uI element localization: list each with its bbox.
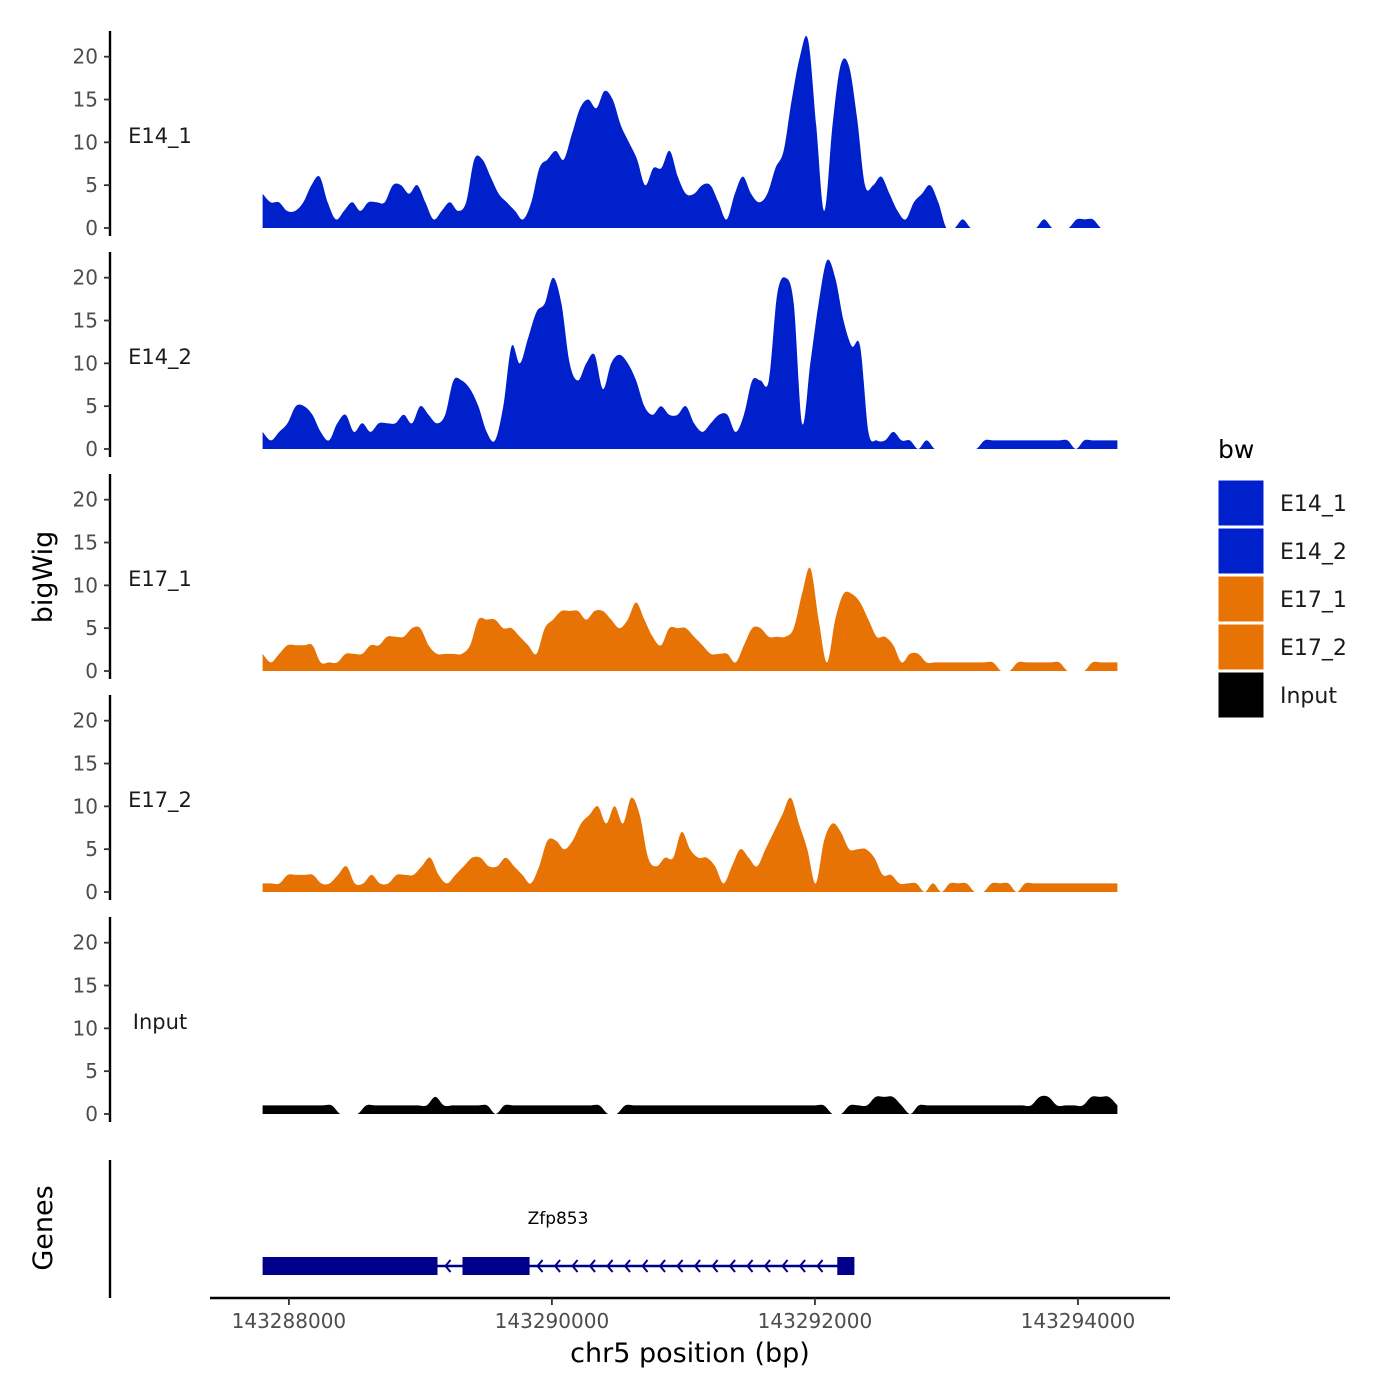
legend-item-Input: Input [1217,671,1337,719]
legend-title: bw [1218,435,1254,464]
x-tick-label: 143290000 [495,1309,610,1333]
track-Input: 0 5 10 15 20 Input [73,917,1118,1126]
legend-label: E17_2 [1280,636,1347,661]
track-E17_2: 0 5 10 15 20 E17_2 [73,695,1118,904]
strand-arrow [781,1259,789,1273]
strand-arrow [658,1259,666,1273]
x-axis-title: chr5 position (bp) [570,1338,810,1369]
strand-arrow [693,1259,701,1273]
x-tick-label: 143294000 [1021,1309,1136,1333]
x-tick-label: 143292000 [758,1309,873,1333]
y-tick-label: 5 [85,616,98,640]
track-E17_1: 0 5 10 15 20 E17_1 [73,474,1118,683]
legend: bw E14_1 E14_2 E17_1 E17_2 Input [1217,435,1347,719]
gene-track: Zfp853 [108,1160,855,1298]
track-label: E14_2 [128,345,192,370]
y-tick-label: 0 [85,880,98,904]
y-tick-label: 10 [73,130,98,154]
y-tick-label: 15 [73,309,98,333]
strand-arrow [746,1259,754,1273]
strand-arrow [588,1259,596,1273]
strand-arrow [553,1259,561,1273]
y-tick-label: 5 [85,394,98,418]
legend-label: E14_2 [1280,540,1347,565]
legend-swatch [1217,623,1265,671]
genes-axis-title: Genes [28,1185,59,1270]
signal-tracks: 05101520E14_105101520E14_205101520E17_10… [73,31,1118,1126]
y-tick-label: 10 [73,794,98,818]
y-tick-label: 15 [73,752,98,776]
y-tick-label: 15 [73,974,98,998]
track-label: E14_1 [128,124,192,149]
y-tick-label: 20 [73,488,98,512]
strand-arrow [816,1259,824,1273]
strand-arrow [623,1259,631,1273]
y-tick-label: 0 [85,659,98,683]
y-tick-label: 20 [73,45,98,69]
gene-exon [837,1257,855,1275]
strand-arrow [536,1259,544,1273]
y-tick-label: 5 [85,837,98,861]
x-axis: 143288000 143290000 143292000 143294000 [210,1296,1170,1333]
y-tick-label: 0 [85,216,98,240]
gene-exon [262,1257,438,1275]
y-tick-label: 20 [73,709,98,733]
gene-name-label: Zfp853 [528,1209,589,1229]
signal-area-E14_2 [262,259,1118,449]
signal-area-E17_1 [262,567,1118,671]
legend-item-E14_2: E14_2 [1217,527,1347,575]
legend-label: E14_1 [1280,492,1347,517]
legend-item-E14_1: E14_1 [1217,479,1347,527]
y-tick-label: 5 [85,173,98,197]
y-tick-label: 15 [73,88,98,112]
signal-area-Input [262,1095,1118,1114]
strand-arrow [606,1259,614,1273]
strand-arrow [676,1259,684,1273]
track-label: Input [133,1010,187,1034]
strand-arrow [571,1259,579,1273]
x-tick-label: 143288000 [232,1309,347,1333]
legend-swatch [1217,575,1265,623]
track-E14_2: 0 5 10 15 20 E14_2 [73,252,1118,461]
legend-label: E17_1 [1280,588,1347,613]
y-tick-label: 10 [73,573,98,597]
y-tick-label: 10 [73,351,98,375]
track-E14_1: 0 5 10 15 20 E14_1 [73,31,1118,240]
signal-area-E14_1 [262,35,1118,228]
strand-arrow [641,1259,649,1273]
strand-arrow [444,1259,452,1273]
legend-swatch [1217,671,1265,719]
y-tick-label: 0 [85,437,98,461]
y-axis-title: bigWig [28,531,59,624]
legend-item-E17_2: E17_2 [1217,623,1347,671]
y-tick-label: 15 [73,531,98,555]
strand-arrow [728,1259,736,1273]
y-tick-label: 0 [85,1102,98,1126]
signal-area-E17_2 [262,797,1118,892]
legend-label: Input [1280,684,1337,709]
track-label: E17_2 [128,788,192,813]
y-tick-label: 5 [85,1059,98,1083]
legend-swatch [1217,479,1265,527]
gene-exon [462,1257,530,1275]
y-tick-label: 10 [73,1016,98,1040]
strand-arrow [711,1259,719,1273]
strand-arrow [798,1259,806,1273]
legend-swatch [1217,527,1265,575]
y-tick-label: 20 [73,266,98,290]
strand-arrow [763,1259,771,1273]
legend-item-E17_1: E17_1 [1217,575,1347,623]
track-label: E17_1 [128,567,192,592]
y-tick-label: 20 [73,931,98,955]
